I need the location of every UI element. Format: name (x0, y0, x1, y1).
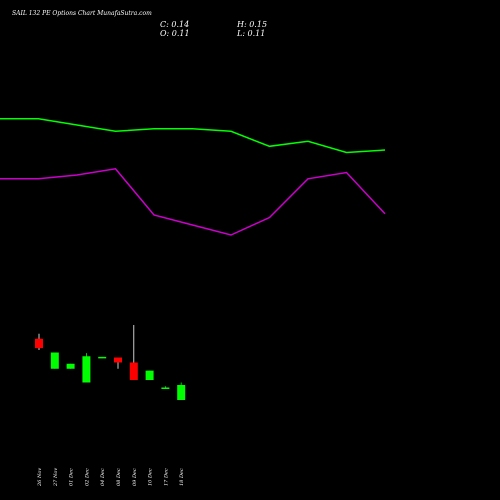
candle-6 (129, 325, 138, 380)
x-tick-label: 02 Dec (84, 468, 90, 486)
candle-body (35, 338, 43, 349)
x-tick-label: 26 Nov (37, 468, 43, 487)
candle-5 (114, 357, 122, 369)
candle-body (177, 385, 186, 400)
open-readout: O: 0.11 (160, 29, 190, 38)
upper-band-line (0, 118, 386, 154)
candle-body (161, 387, 170, 389)
candle-body (114, 357, 122, 363)
close-readout: C: 0.14 (160, 20, 189, 29)
candle-body (129, 362, 138, 380)
candle-2 (66, 363, 75, 369)
band-lines (0, 118, 386, 236)
candle-body (82, 356, 91, 383)
candle-0 (35, 333, 43, 350)
x-tick-label: 10 Dec (148, 468, 154, 486)
candle-body (98, 356, 107, 359)
candles (35, 325, 186, 400)
candle-body (145, 370, 154, 380)
x-tick-label: 27 Nov (53, 468, 59, 487)
x-tick-label: 18 Dec (179, 468, 185, 486)
low-readout: L: 0.11 (236, 29, 265, 38)
x-tick-label: 09 Dec (132, 468, 138, 486)
candle-4 (98, 356, 107, 359)
x-axis-ticks: 26 Nov 27 Nov 01 Dec 02 Dec 04 Dec 08 Dec 09 D… (37, 468, 185, 487)
candle-7 (145, 370, 154, 380)
candle-body (50, 352, 59, 369)
candle-body (66, 363, 75, 369)
x-tick-label: 04 Dec (100, 468, 106, 486)
candle-1 (50, 352, 59, 369)
high-readout: H: 0.15 (236, 20, 267, 29)
chart-title: SAIL 132 PE Options Chart MunafaSutra.co… (12, 10, 152, 17)
candle-8 (161, 386, 170, 389)
lower-band-line (0, 167, 386, 236)
x-tick-label: 01 Dec (69, 468, 75, 486)
x-tick-label: 08 Dec (116, 468, 122, 486)
candle-3 (82, 353, 91, 383)
x-tick-label: 17 Dec (163, 468, 169, 486)
candle-9 (177, 382, 186, 400)
